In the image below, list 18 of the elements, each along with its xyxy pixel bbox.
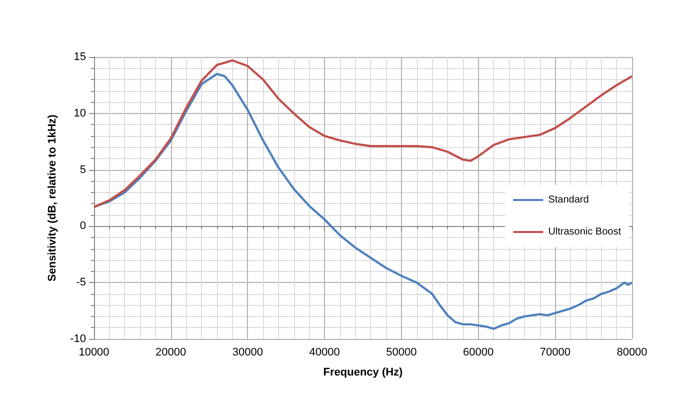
x-tick-label: 50000 bbox=[386, 346, 417, 358]
y-tick-label: 5 bbox=[80, 164, 86, 176]
y-tick-label: 15 bbox=[74, 51, 86, 63]
x-tick-label: 30000 bbox=[232, 346, 264, 358]
x-tick-label: 80000 bbox=[616, 346, 648, 358]
x-tick-label: 60000 bbox=[462, 346, 494, 358]
y-tick-label: 0 bbox=[80, 220, 86, 232]
x-tick-label: 70000 bbox=[540, 346, 570, 358]
y-tick-label: 10 bbox=[74, 107, 86, 120]
x-tick-label: 10000 bbox=[78, 346, 110, 358]
y-tick-label: -10 bbox=[70, 333, 86, 345]
x-tick-label: 20000 bbox=[156, 346, 186, 358]
y-tick-label: -5 bbox=[76, 276, 86, 289]
y-axis-title: Sensitivity (dB, relative to 1kHz) bbox=[46, 114, 58, 282]
legend-label: Standard bbox=[548, 194, 589, 206]
x-tick-label: 40000 bbox=[309, 346, 340, 358]
x-axis-title: Frequency (Hz) bbox=[323, 366, 404, 378]
legend-label: Ultrasonic Boost bbox=[548, 226, 622, 238]
